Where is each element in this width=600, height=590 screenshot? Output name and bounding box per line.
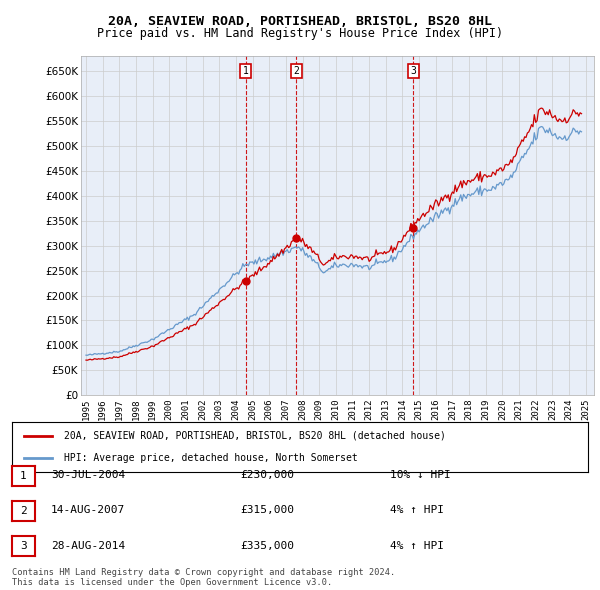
Text: 3: 3: [20, 542, 27, 551]
Text: 10% ↓ HPI: 10% ↓ HPI: [390, 470, 451, 480]
Text: 30-JUL-2004: 30-JUL-2004: [51, 470, 125, 480]
Text: 14-AUG-2007: 14-AUG-2007: [51, 506, 125, 515]
Text: 2: 2: [20, 506, 27, 516]
Text: 4% ↑ HPI: 4% ↑ HPI: [390, 506, 444, 515]
Text: 20A, SEAVIEW ROAD, PORTISHEAD, BRISTOL, BS20 8HL (detached house): 20A, SEAVIEW ROAD, PORTISHEAD, BRISTOL, …: [64, 431, 446, 441]
Text: This data is licensed under the Open Government Licence v3.0.: This data is licensed under the Open Gov…: [12, 578, 332, 587]
Text: Price paid vs. HM Land Registry's House Price Index (HPI): Price paid vs. HM Land Registry's House …: [97, 27, 503, 40]
Text: 4% ↑ HPI: 4% ↑ HPI: [390, 541, 444, 550]
Text: £315,000: £315,000: [240, 506, 294, 515]
Text: 1: 1: [242, 66, 248, 76]
Text: £230,000: £230,000: [240, 470, 294, 480]
Text: £335,000: £335,000: [240, 541, 294, 550]
Text: 28-AUG-2014: 28-AUG-2014: [51, 541, 125, 550]
Text: 1: 1: [20, 471, 27, 480]
Text: HPI: Average price, detached house, North Somerset: HPI: Average price, detached house, Nort…: [64, 453, 358, 463]
Text: Contains HM Land Registry data © Crown copyright and database right 2024.: Contains HM Land Registry data © Crown c…: [12, 568, 395, 577]
Text: 3: 3: [410, 66, 416, 76]
Text: 2: 2: [293, 66, 299, 76]
Text: 20A, SEAVIEW ROAD, PORTISHEAD, BRISTOL, BS20 8HL: 20A, SEAVIEW ROAD, PORTISHEAD, BRISTOL, …: [108, 15, 492, 28]
